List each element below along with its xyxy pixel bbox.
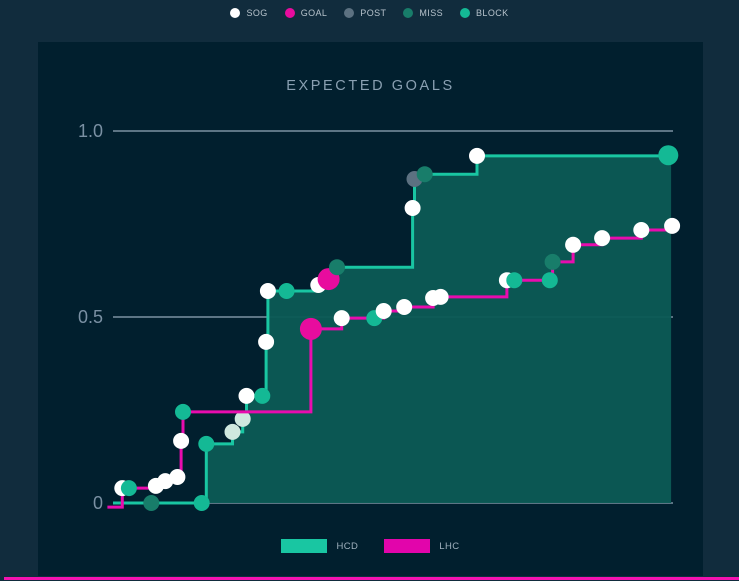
hcd-color-swatch [281, 539, 328, 553]
marker-lhc-block[interactable] [175, 403, 191, 420]
marker-lhc-sog[interactable] [333, 310, 350, 327]
marker-hcd-block[interactable] [193, 495, 210, 511]
marker-hcd-block[interactable] [198, 435, 215, 452]
team-legend-item-lhc[interactable]: LHC [384, 539, 459, 553]
legend-item-miss[interactable]: MISS [403, 8, 443, 18]
marker-lhc-sog[interactable] [396, 299, 413, 315]
miss-dot-icon [403, 8, 414, 18]
legend-label: GOAL [300, 8, 328, 18]
marker-lhc-block[interactable] [120, 480, 137, 497]
marker-hcd-sog[interactable] [469, 147, 485, 164]
legend-item-sog[interactable]: SOG [230, 8, 267, 18]
legend-label: POST [360, 8, 387, 18]
marker-hcd-sog[interactable] [404, 200, 421, 216]
marker-hcd-sog[interactable] [258, 333, 275, 350]
marker-lhc-sog[interactable] [173, 432, 190, 449]
marker-hcd-sog[interactable] [238, 387, 255, 404]
marker-hcd-sog[interactable] [259, 283, 276, 299]
chart-title: EXPECTED GOALS [286, 78, 455, 94]
team-legend-label: HCD [336, 540, 359, 552]
marker-lhc-sog[interactable] [664, 217, 681, 234]
post-dot-icon [344, 8, 355, 18]
legend-item-post[interactable]: POST [344, 8, 386, 18]
bottom-accent-bar [4, 577, 739, 580]
sog-dot-icon [230, 8, 241, 18]
legend-label: SOG [246, 8, 268, 18]
marker-hcd-miss[interactable] [329, 259, 345, 276]
marker-lhc-sog[interactable] [432, 288, 449, 305]
marker-hcd-miss[interactable] [143, 495, 160, 511]
legend-label: MISS [419, 8, 444, 18]
marker-lhc-miss[interactable] [544, 253, 561, 270]
marker-lhc-block[interactable] [506, 272, 523, 289]
marker-lhc-sog[interactable] [633, 222, 650, 238]
marker-lhc-sog[interactable] [157, 473, 174, 490]
legend-item-block[interactable]: BLOCK [460, 8, 509, 18]
legend-item-goal[interactable]: GOAL [284, 8, 328, 18]
marker-hcd-sog[interactable] [234, 410, 251, 427]
block-dot-icon [460, 8, 471, 18]
marker-hcd-block[interactable] [658, 145, 679, 166]
marker-lhc-sog[interactable] [169, 469, 186, 485]
event-type-legend: SOG GOAL POST MISS BLOCK [0, 0, 739, 26]
marker-lhc-sog[interactable] [375, 303, 392, 319]
legend-label: BLOCK [476, 8, 509, 18]
marker-hcd-block[interactable] [278, 283, 295, 299]
goal-dot-icon [284, 8, 295, 18]
marker-lhc-goal[interactable] [299, 317, 322, 340]
marker-lhc-block[interactable] [541, 272, 558, 289]
marker-hcd-sog[interactable] [224, 423, 241, 440]
marker-lhc-sog[interactable] [594, 230, 611, 247]
lhc-color-swatch [384, 539, 431, 553]
marker-lhc-sog[interactable] [565, 236, 582, 253]
team-legend-label: LHC [439, 540, 460, 552]
marker-hcd-block[interactable] [254, 387, 271, 404]
xg-chart-panel: EXPECTED GOALS HCD LHC [38, 42, 703, 576]
team-legend: HCD LHC [38, 536, 703, 556]
team-legend-item-hcd[interactable]: HCD [281, 539, 358, 553]
marker-hcd-miss[interactable] [416, 166, 433, 183]
